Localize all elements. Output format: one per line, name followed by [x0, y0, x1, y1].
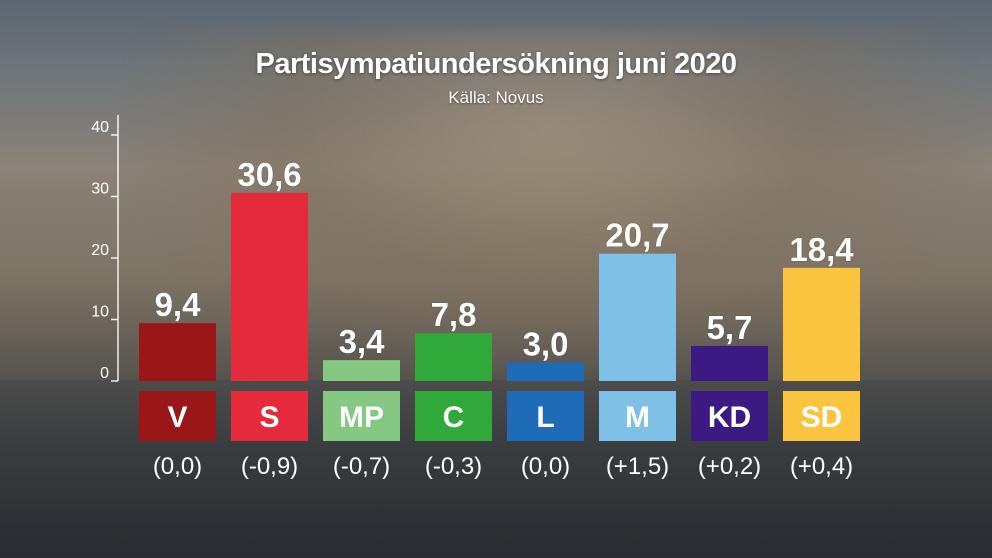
change-label-mp: (-0,7) — [333, 453, 390, 480]
category-label-v: V — [167, 401, 187, 434]
value-label-sd: 18,4 — [789, 231, 854, 268]
change-label-s: (-0,9) — [241, 453, 298, 480]
bar-mp — [323, 360, 400, 381]
category-box-c — [415, 391, 492, 441]
category-box-l — [507, 391, 584, 441]
y-tick-label: 30 — [91, 181, 109, 198]
category-label-kd: KD — [708, 401, 751, 434]
change-label-sd: (+0,4) — [790, 453, 853, 480]
value-label-mp: 3,4 — [339, 323, 386, 360]
value-label-s: 30,6 — [237, 156, 301, 193]
chart-subtitle: Källa: Novus — [448, 88, 544, 107]
y-tick-label: 20 — [91, 242, 109, 259]
bar-s — [231, 192, 308, 381]
y-tick-label: 10 — [91, 304, 109, 321]
bar-kd — [691, 345, 768, 381]
bars: 9,4 V (0,0) 30,6 S (-0,9) 3,4 MP (-0,7) 7,8 C (-0,3… — [139, 155, 860, 480]
category-label-mp: MP — [339, 401, 384, 434]
change-label-v: (0,0) — [153, 453, 202, 480]
category-label-m: M — [625, 401, 650, 434]
category-box-sd — [783, 391, 860, 441]
category-box-kd — [691, 391, 768, 441]
change-label-m: (+1,5) — [606, 453, 669, 480]
category-box-m — [599, 391, 676, 441]
category-label-l: L — [536, 401, 554, 434]
change-label-c: (-0,3) — [425, 453, 482, 480]
category-box-v — [139, 391, 216, 441]
bar-m — [599, 253, 676, 381]
bar-sd — [783, 267, 860, 381]
category-box-mp — [323, 391, 400, 441]
value-label-kd: 5,7 — [707, 309, 753, 346]
change-label-kd: (+0,2) — [698, 453, 761, 480]
bar-c — [415, 333, 492, 381]
chart-title: Partisympatiundersökning juni 2020 — [255, 48, 737, 80]
bar-l — [507, 362, 584, 381]
category-label-c: C — [443, 401, 465, 434]
value-label-c: 7,8 — [431, 296, 477, 333]
category-label-sd: SD — [801, 401, 843, 434]
value-label-l: 3,0 — [523, 326, 569, 363]
y-tick-label: 0 — [100, 365, 109, 382]
category-label-s: S — [259, 401, 279, 434]
change-label-l: (0,0) — [521, 453, 570, 480]
category-box-s — [231, 391, 308, 441]
value-label-m: 20,7 — [605, 217, 669, 254]
value-label-v: 9,4 — [155, 286, 202, 323]
bar-v — [139, 323, 216, 381]
y-tick-label: 40 — [91, 119, 109, 136]
y-axis: 0 10 20 30 40 — [91, 115, 119, 382]
